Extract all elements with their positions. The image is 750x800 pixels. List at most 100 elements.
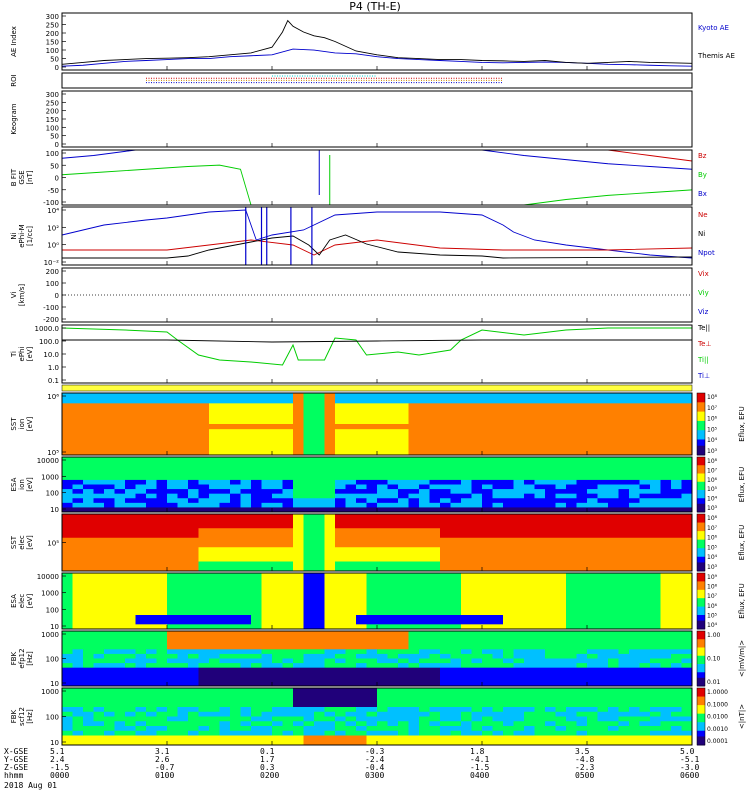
fbk_e-cell	[62, 668, 73, 673]
sst_i-cbtick: 10⁴	[707, 437, 718, 444]
fbk_e-cell	[451, 640, 462, 645]
footer-value: 0300	[365, 772, 384, 781]
esa_i-cell	[346, 489, 357, 494]
fbk_b-cbtick: 1.0000	[707, 689, 728, 696]
sst_e-cell	[230, 528, 241, 533]
esa_i-cell	[377, 471, 388, 476]
sst_i-cell	[335, 403, 346, 409]
sst_i-cell	[146, 398, 157, 404]
fbk_b-cell	[325, 717, 336, 722]
fbk_e-cell	[640, 631, 651, 636]
esa_e-cell	[283, 578, 294, 583]
fbk_b-cell	[650, 702, 661, 707]
fbk_b-cell	[251, 736, 262, 741]
sst_i-cell	[346, 403, 357, 409]
fbk_b-cell	[335, 731, 346, 736]
sst_i-cell	[283, 440, 294, 446]
footer-value: 0100	[155, 772, 174, 781]
sst_i-cell	[682, 398, 693, 404]
fbk_b-cell	[304, 693, 315, 698]
fbk_e-cell	[671, 677, 682, 682]
esa_i-cell	[629, 489, 640, 494]
sst_i-cell	[115, 424, 126, 430]
fbk_b-cell	[230, 731, 241, 736]
esa_i-cell	[167, 457, 178, 462]
fbk_b-cell	[188, 717, 199, 722]
esa_i-cell	[430, 480, 441, 485]
fbk_e-cell	[73, 640, 84, 645]
fbk_b-cell	[587, 693, 598, 698]
fbk_e-cell	[157, 677, 168, 682]
fbk_e-cell	[73, 645, 84, 650]
fbk_e-cell	[493, 668, 504, 673]
sst_e-cell	[398, 547, 409, 552]
ti-ytick: 10.0	[43, 351, 59, 359]
sst_e-cell	[314, 547, 325, 552]
esa_e-cell	[524, 587, 535, 592]
esa_i-cell	[608, 503, 619, 508]
sst_i-cell	[230, 414, 241, 420]
fbk_b-cell	[409, 702, 420, 707]
sst_i-cell	[524, 398, 535, 404]
esa_e-cell	[325, 578, 336, 583]
sst_e-cell	[241, 557, 252, 562]
fbk_b-cell	[556, 731, 567, 736]
esa_i-cell	[493, 471, 504, 476]
sst_i-cell	[125, 440, 136, 446]
fbk_b-cell	[472, 717, 483, 722]
fbk_e-cell	[398, 645, 409, 650]
fbk_b-cell	[377, 712, 388, 717]
sst_e-cell	[430, 552, 441, 557]
esa_e-cell	[377, 620, 388, 625]
sst_e-cell	[293, 519, 304, 524]
fbk_b-cell	[598, 702, 609, 707]
sst_e-colorbar-cell	[697, 520, 705, 523]
fbk_e-cell	[493, 677, 504, 682]
fbk_e-cell	[682, 672, 693, 677]
esa_e-cell	[398, 610, 409, 615]
esa_e-cell	[598, 615, 609, 620]
esa_e-cell	[535, 606, 546, 611]
fbk_e-cell	[430, 631, 441, 636]
esa_e-cell	[262, 578, 273, 583]
fbk_e-cell	[524, 640, 535, 645]
sst_i-cell	[661, 393, 672, 399]
sst_i-cell	[650, 409, 661, 415]
sst_e-cell	[556, 519, 567, 524]
fbk_e-cell	[430, 677, 441, 682]
sst_i-cell	[629, 424, 640, 430]
sst_e-cell	[524, 524, 535, 529]
sst_i-cell	[251, 419, 262, 425]
sst_e-cell	[388, 543, 399, 548]
sst_i-cell	[503, 440, 514, 446]
esa_i-cell	[272, 462, 283, 467]
sst_i-cell	[430, 403, 441, 409]
fbk_e-cell	[178, 640, 189, 645]
esa_i-cell	[682, 471, 693, 476]
fbk_e-cell	[461, 654, 472, 659]
fbk_e-cell	[220, 636, 231, 641]
sst_e-cell	[577, 528, 588, 533]
sst_i-cell	[115, 440, 126, 446]
fbk_e-cell	[304, 654, 315, 659]
fbk_e-cell	[104, 668, 115, 673]
esa_e-cell	[136, 573, 147, 578]
sst_e-cell	[629, 519, 640, 524]
sst_i-cbtick: 10⁵	[707, 426, 718, 433]
esa_i-cell	[125, 503, 136, 508]
fbk_e-cell	[524, 677, 535, 682]
sst_e-cell	[566, 562, 577, 567]
esa_i-cell	[472, 485, 483, 490]
esa_e-cell	[199, 587, 210, 592]
sst_e-cell	[356, 514, 367, 519]
sst_e-colorbar-cell	[697, 540, 705, 543]
fbk_e-cell	[419, 649, 430, 654]
sst_i-cell	[94, 409, 105, 415]
fbk_b-cell	[346, 702, 357, 707]
sst_i-cell	[493, 429, 504, 435]
sst_e-cell	[461, 557, 472, 562]
sst_i-cell	[62, 409, 73, 415]
esa_e-cell	[83, 582, 94, 587]
esa_i-cell	[188, 485, 199, 490]
fbk_b-cell	[167, 731, 178, 736]
